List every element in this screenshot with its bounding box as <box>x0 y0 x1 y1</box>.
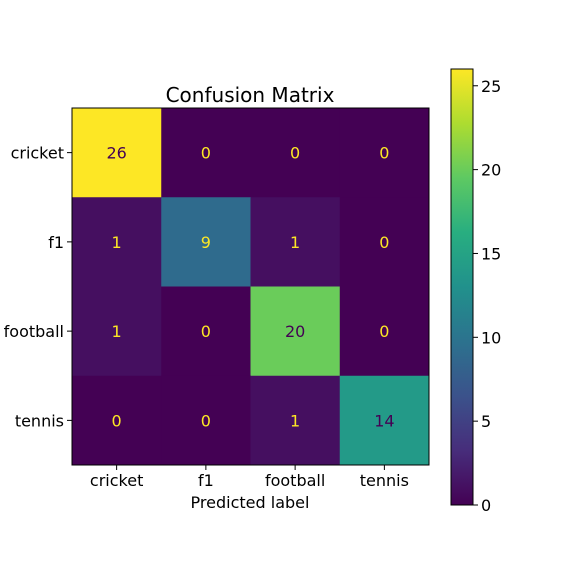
heatmap-cell <box>161 375 251 466</box>
heatmap-cell <box>72 197 162 287</box>
colorbar-tick-label: 10 <box>481 328 501 347</box>
cell-value-label: 26 <box>106 144 126 163</box>
y-tick-label: football <box>4 322 64 341</box>
cell-value-label: 0 <box>201 322 211 341</box>
heatmap-cell <box>339 375 430 466</box>
x-tick-label: tennis <box>360 471 409 490</box>
colorbar-tick-label: 0 <box>481 496 491 515</box>
x-tick-label: f1 <box>198 471 214 490</box>
cell-value-label: 1 <box>112 322 122 341</box>
cell-value-label: 0 <box>201 411 211 430</box>
cell-value-label: 0 <box>379 233 389 252</box>
heatmap-cell <box>250 197 341 287</box>
x-axis-ticks: cricket f1 football tennis <box>90 465 409 490</box>
cell-value-label: 0 <box>379 322 389 341</box>
chart-title: Confusion Matrix <box>166 83 335 107</box>
heatmap-cell <box>339 108 430 198</box>
x-tick-label: football <box>265 471 325 490</box>
colorbar-tick-label: 15 <box>481 244 501 263</box>
cell-value-label: 0 <box>379 144 389 163</box>
y-axis-ticks: cricket f1 football tennis <box>4 144 72 430</box>
plot-frame <box>71 107 430 466</box>
heatmap-cell <box>72 286 162 377</box>
colorbar-ticks: 0 5 10 15 20 25 <box>473 77 501 515</box>
cell-value-label: 9 <box>201 233 211 252</box>
cell-value-labels: 26 0 0 01 9 1 01 0 20 00 0 1 14 <box>106 144 394 431</box>
x-tick-label: cricket <box>90 471 143 490</box>
y-tick-label: tennis <box>15 411 64 430</box>
heatmap-cell <box>161 108 251 198</box>
colorbar-tick-label: 25 <box>481 77 501 96</box>
y-tick-label: f1 <box>48 233 64 252</box>
cell-value-label: 20 <box>285 322 305 341</box>
cell-value-label: 1 <box>112 233 122 252</box>
heatmap-cell <box>72 108 162 198</box>
heatmap-cell <box>339 286 430 377</box>
cell-value-label: 1 <box>290 411 300 430</box>
heatmap-cell <box>339 197 430 287</box>
cell-value-label: 0 <box>290 144 300 163</box>
heatmap-cell <box>161 286 251 377</box>
cell-value-label: 14 <box>374 411 394 430</box>
cell-value-label: 0 <box>201 144 211 163</box>
heatmap-cell <box>250 108 341 198</box>
heatmap-cells <box>72 108 430 466</box>
heatmap-cell <box>250 286 341 377</box>
cell-value-label: 0 <box>112 411 122 430</box>
colorbar <box>450 68 474 506</box>
cell-value-label: 1 <box>290 233 300 252</box>
heatmap-cell <box>250 375 341 466</box>
y-tick-label: cricket <box>11 144 64 163</box>
colorbar-tick-label: 20 <box>481 161 501 180</box>
colorbar-tick-label: 5 <box>481 412 491 431</box>
heatmap-cell <box>161 197 251 287</box>
heatmap-cell <box>72 375 162 466</box>
x-axis-label: Predicted label <box>191 493 310 512</box>
